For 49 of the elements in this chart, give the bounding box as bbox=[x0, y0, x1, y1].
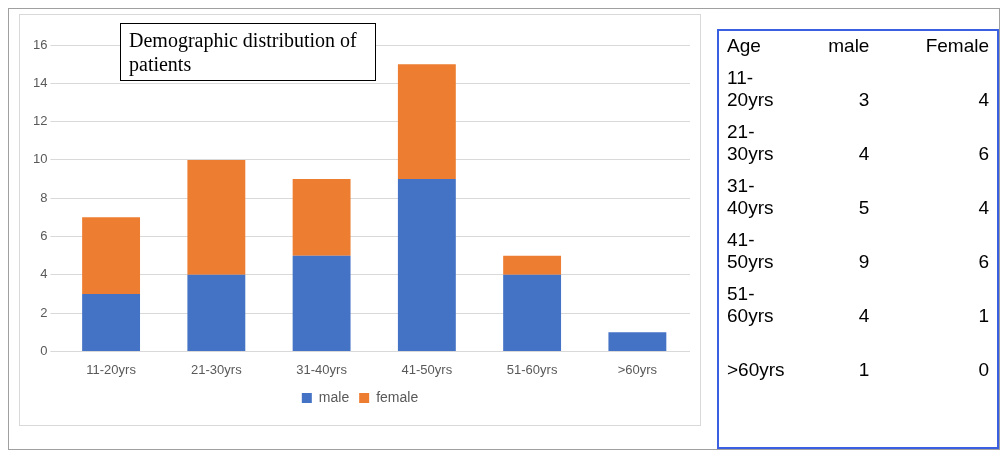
legend-label: female bbox=[376, 388, 419, 405]
bar bbox=[292, 255, 351, 351]
category-label: 41-50yrs bbox=[726, 228, 775, 273]
y-tick-label: 0 bbox=[40, 342, 48, 358]
data-label: 9 bbox=[857, 250, 871, 273]
category-label: 31-40yrs bbox=[726, 174, 775, 219]
data-label: 1 bbox=[857, 358, 871, 381]
y-tick-label: 8 bbox=[40, 189, 48, 205]
bar bbox=[397, 64, 456, 180]
x-tick-label: 11-20yrs bbox=[86, 361, 137, 377]
x-tick-label: 31-40yrs bbox=[296, 361, 348, 377]
text: Female bbox=[924, 35, 990, 57]
category-label: 11-20yrs bbox=[726, 66, 775, 111]
text: Age bbox=[726, 35, 762, 57]
data-label: 4 bbox=[857, 142, 871, 165]
text: male bbox=[827, 35, 871, 57]
data-label: 4 bbox=[857, 304, 871, 327]
bar bbox=[82, 293, 141, 351]
x-tick-label: 51-60yrs bbox=[506, 361, 558, 377]
data-label: 3 bbox=[857, 88, 871, 111]
y-tick-label: 16 bbox=[32, 36, 48, 52]
bar bbox=[82, 217, 141, 294]
data-label: 1 bbox=[977, 304, 990, 327]
legend-label: male bbox=[318, 388, 350, 405]
data-label: 5 bbox=[857, 196, 871, 219]
y-tick-label: 6 bbox=[40, 228, 48, 244]
data-label: 6 bbox=[977, 250, 990, 273]
x-tick-label: 41-50yrs bbox=[401, 361, 453, 377]
y-tick-label: 14 bbox=[32, 74, 48, 90]
category-label: 51-60yrs bbox=[726, 282, 775, 327]
bar bbox=[397, 179, 456, 351]
y-tick-label: 12 bbox=[32, 113, 48, 129]
data-label: 4 bbox=[977, 196, 990, 219]
chart-title: Demographic distribution of patients bbox=[120, 23, 376, 81]
bar bbox=[187, 274, 246, 351]
bar bbox=[608, 332, 667, 351]
y-tick-label: 2 bbox=[40, 304, 48, 320]
x-tick-label: 21-30yrs bbox=[191, 361, 243, 377]
category-label: 21-30yrs bbox=[726, 120, 775, 165]
bar bbox=[503, 274, 562, 351]
data-label: 4 bbox=[977, 88, 990, 111]
data-label: 0 bbox=[977, 358, 990, 381]
y-tick-label: 10 bbox=[32, 151, 48, 167]
y-tick-label: 4 bbox=[40, 266, 48, 282]
x-tick-label: >60yrs bbox=[617, 361, 658, 377]
data-label: 6 bbox=[977, 142, 990, 165]
bar bbox=[503, 255, 562, 275]
bar bbox=[187, 159, 246, 275]
bar bbox=[292, 179, 351, 256]
